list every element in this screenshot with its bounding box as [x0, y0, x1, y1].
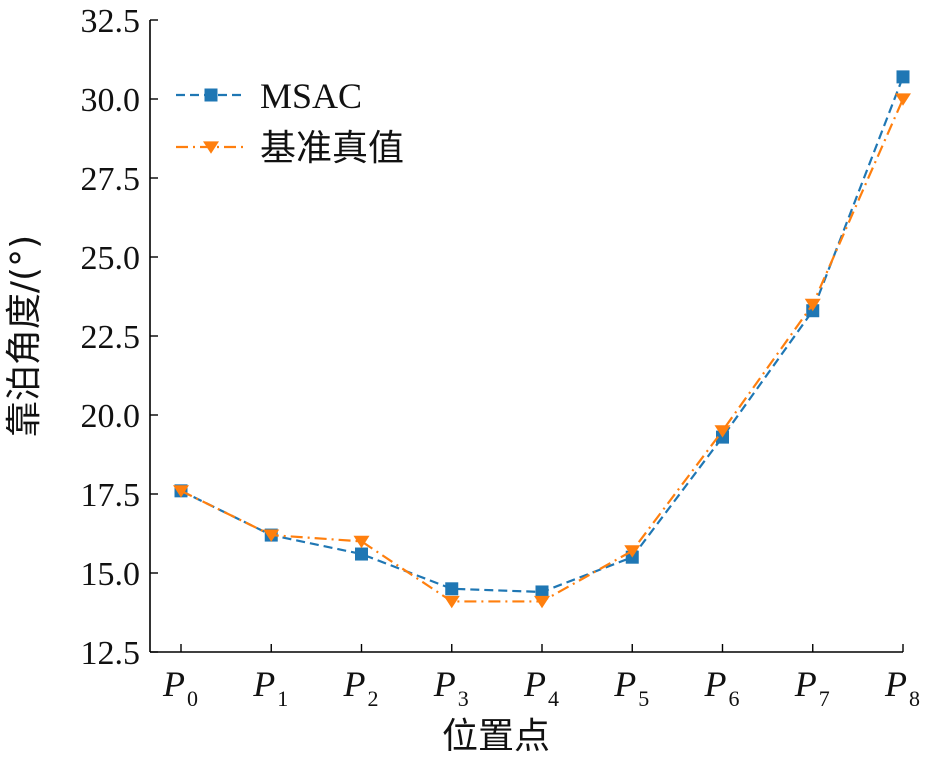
- x-tick-label-subscript: 5: [638, 686, 649, 711]
- x-tick-label-base: P: [343, 664, 366, 704]
- legend-item: 基准真值: [176, 128, 404, 168]
- data-point: [534, 595, 550, 609]
- y-tick-label: 27.5: [81, 161, 141, 198]
- data-point: [443, 595, 460, 609]
- y-tick-label: 25.0: [81, 240, 141, 277]
- data-point: [895, 93, 911, 106]
- legend-label: 基准真值: [260, 128, 404, 168]
- y-tick-label: 12.5: [81, 635, 141, 672]
- x-tick-label-base: P: [794, 664, 817, 704]
- x-tick-label-base: P: [884, 664, 907, 704]
- x-tick-label-subscript: 2: [368, 686, 379, 711]
- data-point: [804, 298, 821, 312]
- x-tick-label-base: P: [433, 664, 456, 704]
- x-tick-label-base: P: [162, 664, 185, 704]
- legend-marker: [203, 141, 219, 154]
- x-axis-title: 位置点: [442, 716, 550, 757]
- series-2: [173, 93, 911, 609]
- data-point: [263, 529, 280, 542]
- x-tick-label-subscript: 3: [458, 686, 469, 711]
- x-tick-label-subscript: 6: [729, 686, 740, 711]
- data-point: [173, 485, 189, 498]
- y-tick-label: 32.5: [81, 3, 141, 40]
- legend-item: MSAC: [176, 76, 362, 116]
- x-tick-label-base: P: [613, 664, 636, 704]
- x-tick-label-subscript: 8: [909, 686, 920, 711]
- data-point: [624, 545, 641, 558]
- y-tick-label: 17.5: [81, 477, 141, 514]
- data-point: [714, 425, 731, 438]
- data-point: [355, 547, 368, 561]
- y-axis-title: 靠泊角度/(°): [4, 235, 45, 437]
- x-tick-label-subscript: 1: [277, 686, 288, 711]
- x-tick-label-base: P: [252, 664, 275, 704]
- y-tick-label: 30.0: [81, 82, 141, 119]
- data-point: [445, 582, 459, 596]
- y-axis-ticks: 12.5 15.0 17.5 20.0 22.5 25.0 27.5 30.0 32.5: [81, 3, 158, 672]
- y-tick-label: 20.0: [81, 398, 141, 435]
- data-point: [896, 70, 910, 84]
- series-line: [180, 98, 905, 603]
- y-tick-label: 15.0: [81, 556, 141, 593]
- x-tick-label-subscript: 4: [548, 686, 559, 711]
- data-point: [353, 535, 370, 549]
- x-tick-label-subscript: 0: [187, 686, 198, 711]
- x-tick-label-base: P: [704, 664, 727, 704]
- legend-marker: [204, 88, 218, 102]
- series-layer: [173, 70, 911, 609]
- legend: MSAC 基准真值: [176, 76, 404, 168]
- data-point: [535, 585, 549, 599]
- x-tick-label-subscript: 7: [819, 686, 830, 711]
- y-tick-label: 22.5: [81, 319, 141, 356]
- x-tick-label-base: P: [523, 664, 546, 704]
- legend-label: MSAC: [260, 76, 362, 116]
